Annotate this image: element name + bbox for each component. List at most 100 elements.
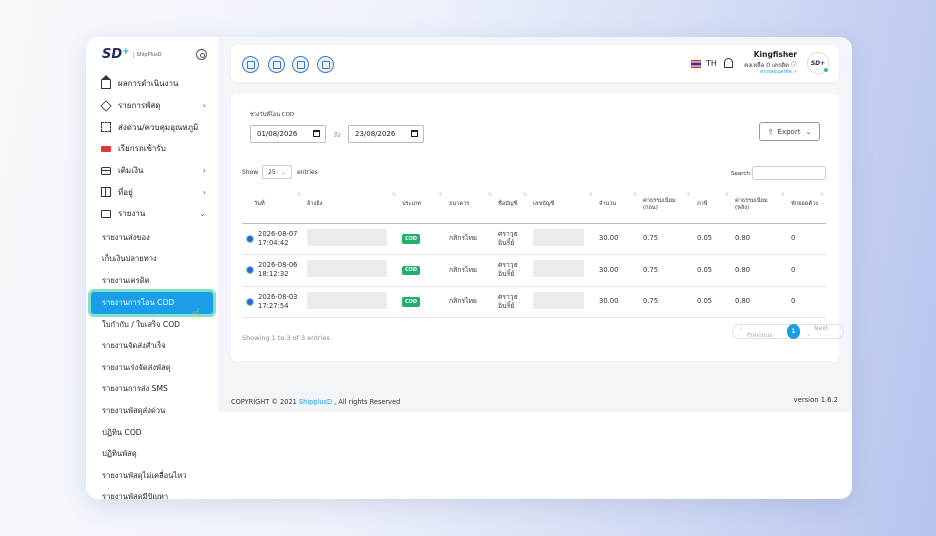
deduct-cell: 0: [787, 286, 826, 318]
cod-transfer-table: วันที่ อ้างอิง ประเภท ธนาคาร ชื่อบัญชี เ…: [242, 187, 826, 318]
sidebar-item-label: ส่งด่วน/ควบคุมอุณหภูมิ: [118, 122, 199, 132]
show-label: Show: [242, 169, 259, 176]
deduct-cell: 0: [787, 223, 826, 255]
calendar-icon[interactable]: [411, 130, 418, 137]
entries-label: entries: [297, 169, 318, 176]
tax-cell: 0.05: [693, 286, 731, 318]
submenu-item[interactable]: รายงานพัสดุมีปัญหา: [102, 492, 169, 499]
column-header[interactable]: วันที่: [242, 187, 303, 224]
sidebar-item-address[interactable]: ที่อยู่ ›: [86, 181, 218, 203]
submenu-item[interactable]: เก็บเงินปลายทาง: [102, 254, 157, 264]
check-credit-link[interactable]: ตรวจสอบเครดิต: [760, 70, 792, 75]
folder-icon: [101, 209, 111, 218]
sidebar-item-label: เติมเงิน: [118, 166, 144, 176]
column-header[interactable]: ค่าธรรมเนียม (หลัง): [731, 187, 787, 224]
type-badge: COD: [402, 265, 421, 276]
bank-cell: กสิกรไทย: [445, 223, 494, 255]
submenu-item[interactable]: รายงานเร่งจัดส่งพัสดุ: [102, 362, 171, 372]
export-button[interactable]: ⇪ Export ⌄: [759, 122, 820, 141]
submenu-item[interactable]: รายงานการส่ง SMS: [102, 384, 168, 394]
submenu-item[interactable]: รายงานส่งของ: [102, 232, 150, 242]
submenu-item[interactable]: รายงานจัดส่งสำเร็จ: [102, 341, 166, 351]
submenu-item[interactable]: ใบกำกับ / ใบเสร็จ COD: [102, 319, 181, 329]
column-header[interactable]: ค่าธรรมเนียม (ก่อน): [639, 187, 693, 224]
column-header[interactable]: ภาษี: [693, 187, 731, 224]
sidebar-item-express[interactable]: ส่งด่วน/ควบคุมอุณหภูมิ: [86, 116, 218, 138]
sidebar-item-parcels[interactable]: รายการพัสดุ ›: [86, 95, 218, 117]
chevron-down-icon: ⌄: [199, 209, 206, 219]
reports-submenu: รายงานส่งของ เก็บเงินปลายทาง รายงานเครดิ…: [86, 227, 218, 499]
chevron-down-icon: ⌄: [280, 169, 286, 176]
wallet-icon[interactable]: [242, 56, 259, 73]
sidebar-item-label: ที่อยู่: [118, 187, 133, 197]
package-icon[interactable]: [292, 56, 309, 73]
page-1-button[interactable]: 1: [786, 324, 801, 339]
sidebar-item-reports[interactable]: รายงาน ⌄: [86, 203, 218, 225]
user-name: Kingfisher: [753, 50, 797, 59]
tax-cell: 0.05: [693, 223, 731, 255]
submenu-item[interactable]: รายงานพัสดุส่งด่วน: [102, 405, 166, 415]
sidebar-item-label: รายการพัสดุ: [118, 101, 161, 111]
copyright: COPYRIGHT © 2021 ShipplusD , All rights …: [231, 398, 401, 406]
column-header[interactable]: หักยอดค้าง: [787, 187, 826, 224]
submenu-item[interactable]: รายงานพัสดุไม่เคลื่อนไหว: [102, 470, 187, 480]
bell-icon[interactable]: [724, 58, 733, 68]
chevron-down-icon: ⌄: [805, 127, 812, 136]
credit-balance: คงเหลือ 0 เครดิต: [744, 62, 790, 69]
sidebar-item-dashboard[interactable]: ผลการดำเนินงาน: [86, 73, 218, 95]
account-name-cell: ศราวุธ อินริ์ย์: [494, 223, 529, 255]
document-icon[interactable]: [317, 56, 334, 73]
calendar-icon[interactable]: [313, 130, 320, 137]
date-from-input[interactable]: 01/08/2026: [250, 125, 326, 143]
submenu-item[interactable]: ปฏิทิน COD: [102, 427, 142, 437]
expand-row-icon[interactable]: [246, 266, 254, 275]
map-icon: [101, 187, 111, 198]
amount-cell: 30.00: [595, 223, 639, 255]
language-selector[interactable]: TH: [706, 59, 717, 68]
bank-cell: กสิกรไทย: [445, 286, 494, 318]
sidebar: SD+ ShipPlusD ผลการดำเนินงาน รายการพัสดุ…: [86, 37, 218, 499]
account-number-redacted: [533, 291, 584, 309]
logo[interactable]: SD+ ShipPlusD: [102, 47, 162, 62]
sidebar-item-pickup[interactable]: เรียกรถเข้ารับ: [86, 138, 218, 160]
fee-after-cell: 0.80: [731, 286, 787, 318]
expand-row-icon[interactable]: [246, 297, 254, 306]
column-header[interactable]: เลขบัญชี: [529, 187, 595, 224]
company-link[interactable]: ShipplusD: [298, 398, 333, 406]
bank-cell: กสิกรไทย: [445, 254, 494, 287]
column-header[interactable]: ชื่อบัญชี: [494, 187, 529, 224]
column-header[interactable]: ธนาคาร: [445, 187, 494, 224]
column-header[interactable]: ประเภท: [398, 187, 445, 224]
date-to-input[interactable]: 23/08/2026: [348, 125, 424, 143]
main-menu: ผลการดำเนินงาน รายการพัสดุ › ส่งด่วน/ควบ…: [86, 73, 218, 225]
table-row[interactable]: 2026-08-06 18:12:32 COD กสิกรไทย ศราวุธ อ…: [242, 254, 826, 287]
settings-icon[interactable]: [196, 49, 207, 60]
cod-transfer-panel: ช่วงวันที่โอน COD 01/08/2026 ถึง 23/08/2…: [231, 94, 845, 361]
truck-icon[interactable]: [268, 56, 285, 73]
account-number-redacted: [533, 260, 584, 278]
table-row[interactable]: 2026-08-03 17:27:54 COD กสิกรไทย ศราวุธ อ…: [242, 286, 826, 318]
submenu-item-active[interactable]: รายงานการโอน COD: [91, 291, 213, 314]
online-status-icon: [823, 67, 829, 73]
submenu-item[interactable]: ปฏิทินพัสดุ: [102, 449, 137, 459]
to-label: ถึง: [334, 132, 341, 139]
thai-flag-icon[interactable]: [691, 60, 701, 68]
column-header[interactable]: อ้างอิง: [303, 187, 398, 224]
search-input[interactable]: [752, 166, 826, 180]
table-row[interactable]: 2026-08-07 17:04:42 COD กสิกรไทย ศราวุธ อ…: [242, 223, 826, 255]
app-window: SD+ ShipPlusD ผลการดำเนินงาน รายการพัสดุ…: [86, 37, 852, 499]
column-header[interactable]: จำนวน: [595, 187, 639, 224]
external-link-icon: ↗: [793, 70, 797, 75]
submenu-item[interactable]: รายงานเครดิต: [102, 275, 150, 285]
previous-button[interactable]: ‹ Previous: [740, 324, 773, 339]
truck-icon: [101, 145, 111, 152]
help-icon[interactable]: ⓘ: [790, 62, 797, 69]
chevron-right-icon: ›: [202, 187, 206, 197]
page-size-select[interactable]: 25 ⌄: [262, 165, 292, 179]
avatar[interactable]: SD+: [807, 52, 829, 74]
next-button[interactable]: Next ›: [807, 324, 829, 339]
deduct-cell: 0: [787, 254, 826, 287]
fee-before-cell: 0.75: [639, 223, 693, 255]
expand-row-icon[interactable]: [246, 234, 254, 243]
sidebar-item-topup[interactable]: เติมเงิน ›: [86, 160, 218, 182]
